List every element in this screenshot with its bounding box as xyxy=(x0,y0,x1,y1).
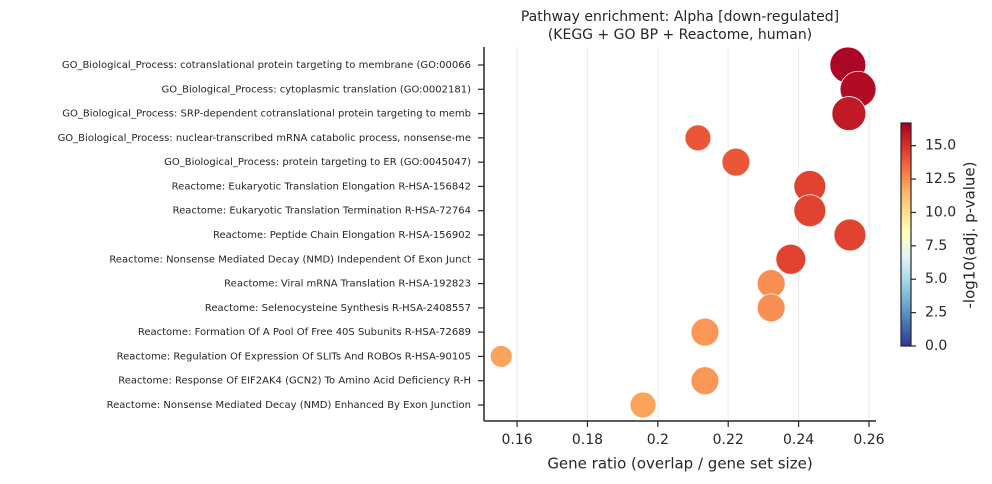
colorbar-tick-label: 10.0 xyxy=(925,204,956,220)
y-tick-label: Reactome: Regulation Of Expression Of SL… xyxy=(117,351,471,362)
x-tick-label: 0.18 xyxy=(572,432,603,448)
y-tick-label: Reactome: Eukaryotic Translation Termina… xyxy=(173,206,471,217)
y-tick-label: Reactome: Eukaryotic Translation Elongat… xyxy=(172,181,471,192)
dot xyxy=(793,194,827,228)
x-tick-label: 0.16 xyxy=(501,432,532,448)
dot xyxy=(756,269,786,298)
y-tick-label: Reactome: Nonsense Mediated Decay (NMD) … xyxy=(109,254,471,265)
y-tick-label: GO_Biological_Process: protein targeting… xyxy=(164,157,471,168)
y-tick-label: Reactome: Formation Of A Pool Of Free 40… xyxy=(138,327,471,338)
colorbar-tick-label: 5.0 xyxy=(925,271,947,287)
dot xyxy=(721,147,751,177)
y-tick-label: Reactome: Selenocysteine Synthesis R-HSA… xyxy=(205,303,471,314)
dot xyxy=(831,96,867,131)
dot xyxy=(756,293,786,323)
x-tick-label: 0.22 xyxy=(713,432,744,448)
y-tick-label: Reactome: Response Of EIF2AK4 (GCN2) To … xyxy=(118,376,471,387)
dot xyxy=(775,243,807,275)
dot xyxy=(690,317,720,347)
dot xyxy=(489,345,513,368)
dot xyxy=(690,366,720,396)
colorbar-tick-label: 2.5 xyxy=(925,305,947,321)
colorbar xyxy=(900,122,912,347)
x-axis-label: Gene ratio (overlap / gene set size) xyxy=(547,455,812,473)
colorbar-tick-label: 0.0 xyxy=(925,338,947,354)
x-tick-label: 0.2 xyxy=(647,432,669,448)
y-tick-label: GO_Biological_Process: cytoplasmic trans… xyxy=(161,84,471,95)
dot xyxy=(684,124,712,152)
y-tick-label: GO_Biological_Process: SRP-dependent cot… xyxy=(62,109,471,120)
y-tick-label: Reactome: Nonsense Mediated Decay (NMD) … xyxy=(107,400,471,411)
colorbar-tick-label: 12.5 xyxy=(925,171,956,187)
chart-title: Pathway enrichment: Alpha [down-regulate… xyxy=(521,9,839,25)
y-tick-label: Reactome: Viral mRNA Translation R-HSA-1… xyxy=(224,279,471,290)
colorbar-tick-label: 15.0 xyxy=(925,138,956,154)
dot xyxy=(629,391,657,419)
y-tick-label: GO_Biological_Process: cotranslational p… xyxy=(62,60,471,71)
x-tick-label: 0.26 xyxy=(853,432,884,448)
colorbar-label: -log10(adj. p-value) xyxy=(961,162,979,309)
y-tick-label: Reactome: Peptide Chain Elongation R-HSA… xyxy=(213,230,471,241)
x-tick-label: 0.24 xyxy=(783,432,814,448)
y-tick-label: GO_Biological_Process: nuclear-transcrib… xyxy=(58,133,471,144)
dot xyxy=(833,218,867,252)
colorbar-tick-label: 7.5 xyxy=(925,238,947,254)
chart-subtitle: (KEGG + GO BP + Reactome, human) xyxy=(548,27,812,43)
